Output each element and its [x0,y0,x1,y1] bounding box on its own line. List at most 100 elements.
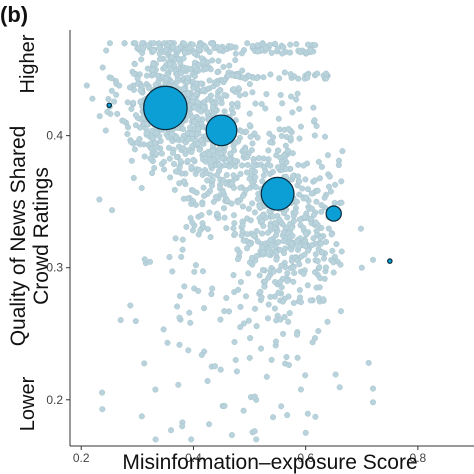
data-point [209,41,216,48]
data-point [254,48,261,55]
data-point [128,138,135,145]
data-point [192,262,199,269]
data-point [286,310,293,317]
data-point [121,118,128,125]
data-point [333,241,340,248]
data-point [316,175,323,182]
data-point [261,283,268,290]
data-point [181,283,188,290]
data-point [116,82,123,89]
data-point [305,186,312,193]
data-point [276,216,283,223]
data-point [243,169,250,176]
data-point [296,287,303,294]
data-point [312,251,319,258]
data-point [188,436,195,443]
data-point [172,235,179,242]
data-point [238,232,245,239]
data-point [229,110,236,117]
data-point [193,189,200,196]
y-tick-label: 0.3 [46,261,63,275]
data-point [281,69,288,76]
data-point [268,242,275,249]
data-point [168,54,175,61]
binned-mean-bubble [325,205,342,222]
data-point [268,356,275,363]
data-point [288,240,295,247]
data-point [282,245,289,252]
data-point [236,92,243,99]
data-point [124,130,131,137]
data-point [237,184,244,191]
data-point [191,104,198,111]
data-point [176,164,183,171]
data-point [196,146,203,153]
data-point [216,145,223,152]
data-point [267,236,274,243]
data-point [279,298,286,305]
binned-means-layer [106,85,393,264]
data-point [307,47,314,54]
data-point [285,125,292,132]
data-point [154,72,161,79]
data-point [153,150,160,157]
data-point [239,222,246,229]
data-point [102,127,109,134]
data-point [242,293,249,300]
data-point [309,242,316,249]
data-point [247,133,254,140]
data-point [160,326,167,333]
data-point [299,185,306,192]
data-point [290,300,297,307]
data-point [266,41,273,48]
data-point [195,115,202,122]
data-point [297,294,304,301]
data-point [328,231,335,238]
data-point [337,261,344,268]
data-point [289,109,296,116]
data-point [173,154,180,161]
y-axis-ticks: 0.2 0.3 0.4 [46,129,70,407]
data-point [130,174,137,181]
data-point [137,98,144,105]
data-point [277,316,284,323]
data-point [230,86,237,93]
data-point [103,47,110,54]
data-point [287,71,294,78]
data-point [259,267,266,274]
data-point [191,268,198,275]
data-point [304,410,311,417]
data-point [317,234,324,241]
data-point [195,46,202,53]
data-point [146,258,153,265]
data-point [226,156,233,163]
data-point [201,305,208,312]
data-point [315,328,322,335]
data-point [281,151,288,158]
data-point [243,245,250,252]
data-point [149,169,156,176]
data-point [145,85,152,92]
data-point [141,256,148,263]
data-point [231,157,238,164]
data-point [273,249,280,256]
data-point [316,284,323,291]
data-point [330,259,337,266]
data-point [277,91,284,98]
data-point [259,218,266,225]
data-point [251,393,258,400]
data-point [209,285,216,292]
data-point [99,64,106,71]
binned-mean-bubble [387,258,393,264]
data-point [318,202,325,209]
data-point [193,80,200,87]
data-point [320,296,327,303]
data-point [150,61,157,68]
data-point [234,256,241,263]
data-point [249,43,256,50]
data-point [329,247,336,254]
data-point [164,339,171,346]
data-point [214,92,221,99]
data-point [323,70,330,77]
data-point [254,134,261,141]
